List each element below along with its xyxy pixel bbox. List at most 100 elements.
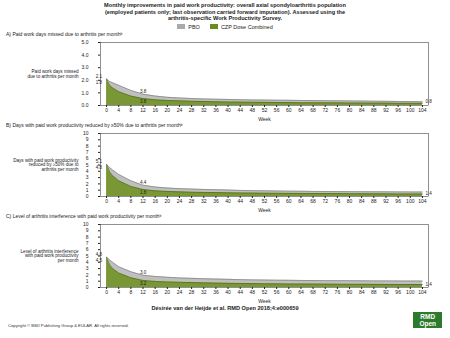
svg-text:8: 8 <box>86 143 89 149</box>
svg-text:56: 56 <box>274 198 280 204</box>
svg-text:88: 88 <box>371 107 377 113</box>
svg-text:20: 20 <box>165 289 171 295</box>
svg-text:100: 100 <box>406 107 415 113</box>
svg-text:60: 60 <box>286 107 292 113</box>
svg-text:Level of arthritis interferenc: Level of arthritis interferencewith paid… <box>21 249 80 263</box>
svg-text:4.8: 4.8 <box>96 165 103 170</box>
svg-text:92: 92 <box>383 107 389 113</box>
svg-text:32: 32 <box>201 289 207 295</box>
svg-text:5.1: 5.1 <box>96 159 103 164</box>
svg-text:20: 20 <box>165 107 171 113</box>
svg-text:0: 0 <box>105 289 108 295</box>
svg-text:8: 8 <box>129 107 132 113</box>
svg-text:1.8: 1.8 <box>140 190 147 195</box>
svg-text:28: 28 <box>189 107 195 113</box>
svg-text:44: 44 <box>237 107 243 113</box>
svg-text:2.1: 2.1 <box>96 74 103 79</box>
svg-text:3.0: 3.0 <box>82 64 89 70</box>
svg-text:104: 104 <box>418 198 427 204</box>
svg-text:72: 72 <box>322 198 328 204</box>
svg-text:28: 28 <box>189 198 195 204</box>
svg-text:32: 32 <box>201 107 207 113</box>
svg-text:36: 36 <box>213 289 219 295</box>
svg-text:3.2: 3.2 <box>140 281 147 286</box>
svg-text:64: 64 <box>298 107 304 113</box>
svg-text:48: 48 <box>250 289 256 295</box>
svg-text:36: 36 <box>213 107 219 113</box>
svg-text:0.8: 0.8 <box>425 99 432 104</box>
svg-text:100: 100 <box>406 289 415 295</box>
svg-text:84: 84 <box>359 289 365 295</box>
svg-text:88: 88 <box>371 289 377 295</box>
svg-text:Days with paid work productivi: Days with paid work productivityreduced … <box>13 158 79 172</box>
svg-text:80: 80 <box>347 107 353 113</box>
svg-text:92: 92 <box>383 289 389 295</box>
svg-text:4: 4 <box>117 198 120 204</box>
svg-text:64: 64 <box>298 289 304 295</box>
svg-text:1.8: 1.8 <box>96 80 103 85</box>
svg-text:5: 5 <box>86 162 89 168</box>
svg-text:40: 40 <box>225 289 231 295</box>
svg-text:3: 3 <box>86 174 89 180</box>
svg-text:100: 100 <box>406 198 415 204</box>
svg-text:48: 48 <box>250 198 256 204</box>
svg-text:56: 56 <box>274 289 280 295</box>
svg-text:20: 20 <box>165 198 171 204</box>
svg-text:2: 2 <box>86 272 89 278</box>
svg-text:76: 76 <box>335 107 341 113</box>
svg-text:48: 48 <box>250 107 256 113</box>
svg-text:3.8: 3.8 <box>140 99 147 104</box>
svg-text:36: 36 <box>213 198 219 204</box>
svg-text:10: 10 <box>83 130 89 136</box>
svg-text:24: 24 <box>177 289 183 295</box>
svg-text:96: 96 <box>395 198 401 204</box>
svg-text:104: 104 <box>418 289 427 295</box>
svg-text:88: 88 <box>371 198 377 204</box>
svg-text:0: 0 <box>105 107 108 113</box>
svg-text:96: 96 <box>395 107 401 113</box>
svg-text:68: 68 <box>310 198 316 204</box>
svg-text:28: 28 <box>189 289 195 295</box>
svg-text:72: 72 <box>322 289 328 295</box>
svg-text:0: 0 <box>86 284 89 290</box>
svg-text:96: 96 <box>395 289 401 295</box>
svg-text:64: 64 <box>298 198 304 204</box>
svg-text:3.8: 3.8 <box>140 89 147 94</box>
svg-text:4: 4 <box>117 107 120 113</box>
svg-text:16: 16 <box>152 107 158 113</box>
svg-text:10: 10 <box>83 221 89 227</box>
svg-text:12: 12 <box>140 289 146 295</box>
svg-text:1: 1 <box>86 278 89 284</box>
svg-text:Paid work days misseddue to ar: Paid work days misseddue to arthritis pe… <box>27 69 79 79</box>
svg-text:12: 12 <box>140 198 146 204</box>
svg-text:9: 9 <box>86 228 89 234</box>
svg-text:0: 0 <box>86 193 89 199</box>
svg-text:Week: Week <box>258 207 271 213</box>
svg-text:1.4: 1.4 <box>425 282 432 287</box>
svg-text:1: 1 <box>86 187 89 193</box>
svg-text:2.0: 2.0 <box>82 77 89 83</box>
svg-text:40: 40 <box>225 107 231 113</box>
svg-text:6: 6 <box>86 246 89 252</box>
svg-text:24: 24 <box>177 107 183 113</box>
svg-text:72: 72 <box>322 107 328 113</box>
svg-text:9: 9 <box>86 137 89 143</box>
svg-text:60: 60 <box>286 289 292 295</box>
svg-text:2: 2 <box>86 181 89 187</box>
svg-text:7: 7 <box>86 149 89 155</box>
svg-text:80: 80 <box>347 289 353 295</box>
svg-text:1.0: 1.0 <box>82 90 89 96</box>
svg-text:8: 8 <box>129 198 132 204</box>
svg-text:104: 104 <box>418 107 427 113</box>
svg-text:80: 80 <box>347 198 353 204</box>
svg-text:52: 52 <box>262 198 268 204</box>
svg-text:0: 0 <box>105 198 108 204</box>
svg-text:76: 76 <box>335 289 341 295</box>
svg-text:40: 40 <box>225 198 231 204</box>
svg-text:Week: Week <box>258 298 271 304</box>
svg-text:0.0: 0.0 <box>82 102 89 108</box>
svg-text:12: 12 <box>140 107 146 113</box>
svg-text:1.4: 1.4 <box>425 192 432 197</box>
svg-text:44: 44 <box>237 289 243 295</box>
svg-text:4.5: 4.5 <box>96 258 103 263</box>
